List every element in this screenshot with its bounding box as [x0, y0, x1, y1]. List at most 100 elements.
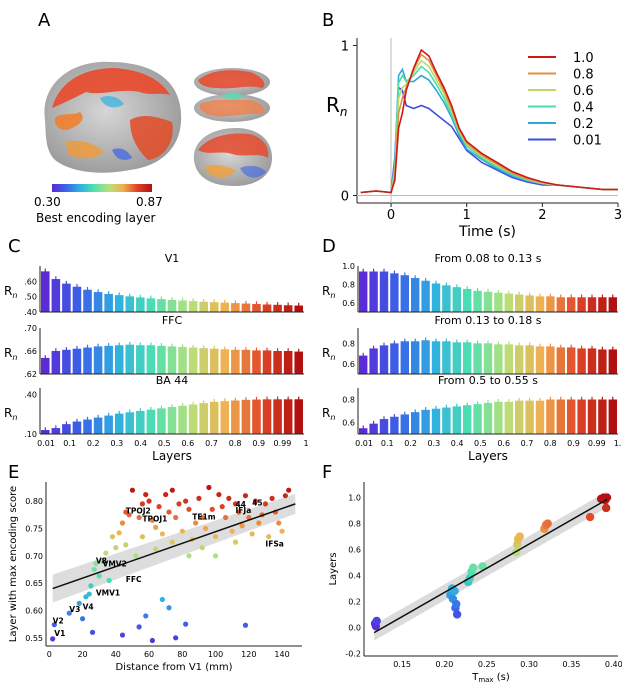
- d-bar: [556, 297, 565, 312]
- d-y-tick-label: 0.6: [342, 419, 355, 428]
- c-bar: [146, 345, 156, 374]
- f-data-point: [452, 610, 462, 619]
- e-data-point: [173, 514, 179, 521]
- e-x-tick-label: 140: [274, 650, 289, 659]
- panel-label-f: F: [322, 462, 332, 483]
- d-bar: [504, 293, 513, 312]
- e-data-point: [126, 512, 132, 518]
- d-x-tick-label: 0.4: [451, 439, 464, 448]
- c-y-tick-label: .60: [24, 277, 37, 286]
- e-data-point: [286, 487, 292, 493]
- brain-dorsal-image: [194, 68, 270, 122]
- brain-medial-image: [193, 128, 272, 186]
- c-bar: [220, 401, 230, 434]
- f-x-tick-label: 0.25: [478, 660, 496, 669]
- e-fit-line: [52, 503, 296, 590]
- c-bar: [114, 345, 124, 374]
- d-bar: [483, 291, 493, 312]
- d-bar: [379, 345, 389, 374]
- d-bar: [359, 355, 368, 374]
- d-bar: [567, 347, 576, 374]
- c-bar: [157, 299, 166, 312]
- d-x-axis-title: Layers: [468, 449, 508, 463]
- d-subplot-title: From 0.13 to 0.18 s: [435, 314, 542, 327]
- e-data-point: [232, 539, 239, 545]
- d-subplot-title: From 0.5 to 0.55 s: [438, 374, 538, 387]
- c-bar: [104, 345, 113, 374]
- c-y-axis-title: Rn: [4, 284, 17, 300]
- d-bar: [452, 342, 461, 374]
- f-x-tick-label: 0.40: [605, 660, 622, 669]
- d-y-axis-title: Rn: [322, 406, 335, 422]
- d-x-tick-label: 0.3: [427, 439, 440, 448]
- e-data-point: [159, 531, 165, 537]
- e-data-point: [173, 635, 179, 641]
- c-bar: [231, 349, 240, 374]
- e-data-point: [153, 546, 159, 552]
- e-data-point: [256, 520, 262, 526]
- c-bar: [252, 350, 261, 374]
- f-y-tick-label: 0.4: [348, 571, 361, 580]
- d-bar: [390, 416, 399, 434]
- e-data-point: [262, 501, 269, 507]
- c-bar: [283, 351, 293, 374]
- c-bar: [220, 302, 230, 312]
- colorbar-min-label: 0.30: [34, 195, 61, 209]
- e-x-tick-label: 120: [241, 650, 256, 659]
- d-bar: [598, 399, 607, 434]
- chart-c: V1 .40 .50 .60 Rn FFC .62 .66 .70 Rn BA 44 .10 .40 Rn…: [4, 252, 309, 463]
- e-data-point: [51, 622, 57, 628]
- c-x-tick-label: 0.6: [181, 439, 194, 448]
- c-subplot-title: V1: [165, 252, 180, 265]
- c-y-axis-title: Rn: [4, 406, 17, 422]
- e-data-point: [96, 573, 102, 579]
- e-data-point: [252, 498, 259, 504]
- e-data-point: [183, 621, 189, 627]
- d-bar: [598, 297, 607, 312]
- e-data-point: [119, 632, 126, 638]
- e-data-point: [169, 539, 175, 545]
- panel-label-e: E: [8, 462, 19, 483]
- c-x-tick-label: 0.7: [205, 439, 218, 448]
- e-data-point: [206, 484, 212, 491]
- d-y-tick-label: 0.8: [342, 396, 355, 405]
- c-bar: [146, 298, 156, 312]
- d-bar: [463, 405, 472, 434]
- e-data-point: [146, 498, 152, 504]
- e-data-point: [133, 553, 139, 559]
- c-bar: [178, 405, 187, 434]
- c-bar: [209, 348, 219, 374]
- e-data-point: [242, 622, 249, 628]
- e-data-point: [169, 487, 175, 493]
- d-bar: [379, 419, 389, 434]
- c-bar: [167, 407, 177, 434]
- e-data-point: [249, 531, 255, 537]
- c-x-axis-title: Layers: [152, 449, 192, 463]
- e-region-label: VMV2: [103, 560, 127, 569]
- c-bar: [273, 399, 282, 434]
- d-bar: [577, 399, 586, 434]
- d-bar: [525, 345, 534, 374]
- d-bar: [442, 341, 451, 374]
- d-y-tick-label: 1.0: [342, 262, 355, 271]
- e-data-point: [129, 487, 136, 493]
- e-data-point: [79, 616, 86, 622]
- c-bar: [209, 302, 219, 312]
- e-data-point: [222, 514, 229, 521]
- d-bar: [587, 399, 597, 434]
- e-y-tick-label: 0.70: [25, 552, 43, 561]
- e-data-point: [166, 605, 172, 611]
- c-bar: [209, 401, 219, 434]
- d-bar: [546, 399, 555, 434]
- d-bar: [577, 348, 586, 374]
- c-bar: [51, 279, 61, 312]
- e-data-point: [163, 491, 169, 498]
- e-region-label: 44: [236, 500, 246, 509]
- panel-label-c: C: [8, 236, 21, 257]
- e-data-point: [202, 525, 209, 532]
- f-y-tick-label: 0.0: [348, 623, 361, 632]
- d-bar: [577, 297, 586, 312]
- colorbar-max-label: 0.87: [136, 195, 163, 209]
- e-x-tick-label: 0: [47, 650, 52, 659]
- d-bar: [452, 287, 461, 312]
